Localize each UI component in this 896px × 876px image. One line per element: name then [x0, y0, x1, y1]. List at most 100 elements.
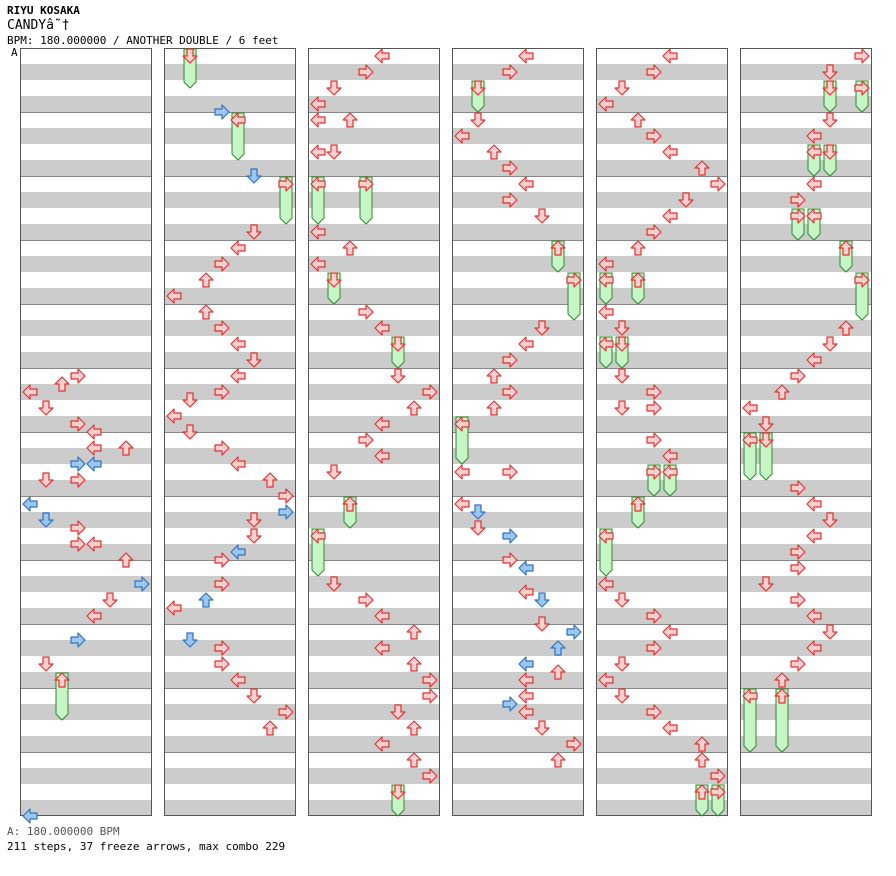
beat-stripe: [740, 704, 872, 720]
beat-stripe: [596, 416, 728, 432]
left-arrow-icon: [598, 672, 614, 688]
up-arrow-icon: [118, 440, 134, 456]
down-arrow-icon: [822, 64, 838, 80]
left-arrow-icon: [662, 624, 678, 640]
beat-stripe: [596, 544, 728, 560]
down-arrow-icon: [822, 512, 838, 528]
down-arrow-icon: [390, 336, 406, 352]
down-arrow-icon: [614, 592, 630, 608]
right-arrow-icon: [70, 472, 86, 488]
right-arrow-icon: [790, 592, 806, 608]
left-arrow-icon: [518, 672, 534, 688]
beat-stripe: [308, 320, 440, 336]
beat-stripe: [452, 768, 584, 784]
beat-stripe: [20, 544, 152, 560]
right-arrow-icon: [790, 480, 806, 496]
up-arrow-icon: [486, 144, 502, 160]
beat-stripe: [596, 576, 728, 592]
beat-stripe: [452, 256, 584, 272]
up-arrow-icon: [54, 672, 70, 688]
right-arrow-icon: [358, 176, 374, 192]
left-arrow-icon: [518, 584, 534, 600]
left-arrow-icon: [598, 336, 614, 352]
down-arrow-icon: [470, 80, 486, 96]
beat-stripe: [740, 192, 872, 208]
beat-stripe: [164, 320, 296, 336]
beat-stripe: [740, 224, 872, 240]
left-arrow-icon: [230, 336, 246, 352]
down-arrow-icon: [822, 336, 838, 352]
beat-stripe: [740, 608, 872, 624]
beat-stripe: [596, 96, 728, 112]
right-arrow-icon: [70, 536, 86, 552]
down-arrow-icon: [822, 144, 838, 160]
beat-stripe: [596, 256, 728, 272]
right-arrow-icon: [790, 656, 806, 672]
beat-stripe: [596, 224, 728, 240]
down-arrow-icon: [38, 472, 54, 488]
beat-stripe: [308, 224, 440, 240]
left-arrow-icon: [454, 496, 470, 512]
beat-stripe: [164, 448, 296, 464]
right-arrow-icon: [502, 192, 518, 208]
beat-stripe: [452, 448, 584, 464]
down-arrow-icon: [470, 112, 486, 128]
left-arrow-icon: [166, 288, 182, 304]
right-arrow-icon: [214, 656, 230, 672]
right-arrow-icon: [358, 304, 374, 320]
right-arrow-icon: [790, 544, 806, 560]
up-arrow-icon: [262, 720, 278, 736]
beat-stripe: [20, 800, 152, 816]
right-arrow-icon: [422, 688, 438, 704]
beat-stripe: [596, 480, 728, 496]
left-arrow-icon: [374, 416, 390, 432]
beat-stripe: [308, 640, 440, 656]
right-arrow-icon: [358, 64, 374, 80]
beat-stripe: [164, 224, 296, 240]
down-arrow-icon: [534, 616, 550, 632]
right-arrow-icon: [214, 640, 230, 656]
down-arrow-icon: [390, 368, 406, 384]
left-arrow-icon: [310, 96, 326, 112]
beat-stripe: [164, 256, 296, 272]
down-arrow-icon: [182, 632, 198, 648]
down-arrow-icon: [390, 784, 406, 800]
down-arrow-icon: [534, 720, 550, 736]
right-arrow-icon: [214, 384, 230, 400]
beat-stripe: [308, 448, 440, 464]
beat-stripe: [452, 544, 584, 560]
up-arrow-icon: [406, 656, 422, 672]
left-arrow-icon: [518, 688, 534, 704]
left-arrow-icon: [166, 408, 182, 424]
left-arrow-icon: [598, 576, 614, 592]
up-arrow-icon: [406, 720, 422, 736]
beat-stripe: [164, 736, 296, 752]
bpm-marker-label: A: [11, 46, 18, 59]
beat-stripe: [164, 160, 296, 176]
beat-stripe: [452, 608, 584, 624]
left-arrow-icon: [374, 48, 390, 64]
left-arrow-icon: [454, 464, 470, 480]
left-arrow-icon: [22, 496, 38, 512]
beat-stripe: [20, 320, 152, 336]
down-arrow-icon: [246, 168, 262, 184]
down-arrow-icon: [182, 48, 198, 64]
beat-stripe: [164, 128, 296, 144]
beat-stripe: [452, 160, 584, 176]
beat-stripe: [164, 704, 296, 720]
right-arrow-icon: [854, 48, 870, 64]
right-arrow-icon: [566, 272, 582, 288]
left-arrow-icon: [598, 256, 614, 272]
down-arrow-icon: [534, 592, 550, 608]
beat-stripe: [596, 64, 728, 80]
up-arrow-icon: [486, 368, 502, 384]
down-arrow-icon: [614, 80, 630, 96]
beat-stripe: [452, 736, 584, 752]
beat-stripe: [20, 704, 152, 720]
left-arrow-icon: [230, 544, 246, 560]
left-arrow-icon: [86, 440, 102, 456]
beat-stripe: [164, 640, 296, 656]
beat-stripe: [596, 608, 728, 624]
beat-stripe: [20, 480, 152, 496]
